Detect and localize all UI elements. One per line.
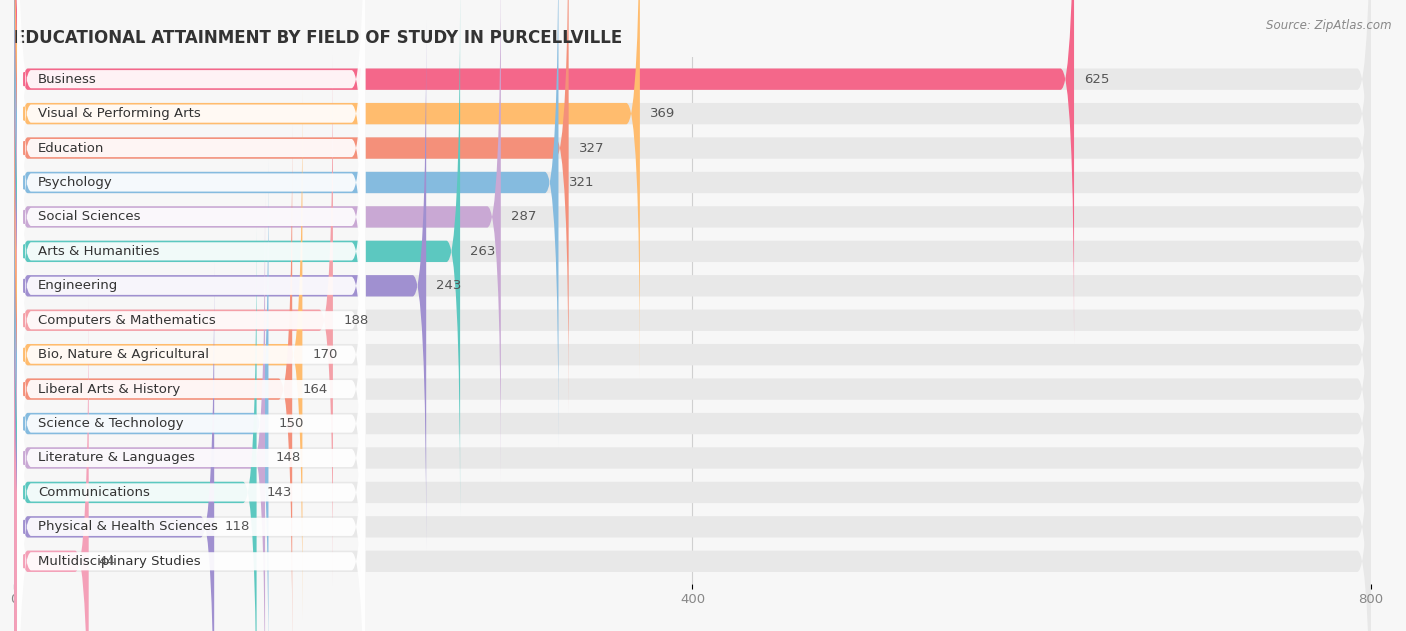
FancyBboxPatch shape <box>17 192 366 631</box>
FancyBboxPatch shape <box>14 297 89 631</box>
FancyBboxPatch shape <box>14 0 1371 516</box>
FancyBboxPatch shape <box>14 0 640 379</box>
Text: 263: 263 <box>470 245 496 258</box>
FancyBboxPatch shape <box>14 124 292 631</box>
Text: 150: 150 <box>278 417 304 430</box>
Text: Psychology: Psychology <box>38 176 112 189</box>
FancyBboxPatch shape <box>17 0 366 518</box>
FancyBboxPatch shape <box>17 0 366 449</box>
FancyBboxPatch shape <box>14 0 568 413</box>
Text: 327: 327 <box>579 141 605 155</box>
Text: 369: 369 <box>650 107 675 120</box>
FancyBboxPatch shape <box>17 226 366 631</box>
Text: EDUCATIONAL ATTAINMENT BY FIELD OF STUDY IN PURCELLVILLE: EDUCATIONAL ATTAINMENT BY FIELD OF STUDY… <box>14 29 623 47</box>
FancyBboxPatch shape <box>14 0 501 481</box>
Text: Liberal Arts & History: Liberal Arts & History <box>38 382 180 396</box>
Text: 170: 170 <box>312 348 337 361</box>
FancyBboxPatch shape <box>14 262 214 631</box>
FancyBboxPatch shape <box>14 90 1371 620</box>
FancyBboxPatch shape <box>17 157 366 631</box>
Text: 44: 44 <box>98 555 115 568</box>
Text: 164: 164 <box>302 382 328 396</box>
Text: Bio, Nature & Agricultural: Bio, Nature & Agricultural <box>38 348 209 361</box>
Text: Social Sciences: Social Sciences <box>38 210 141 223</box>
Text: Engineering: Engineering <box>38 280 118 292</box>
FancyBboxPatch shape <box>14 0 1371 344</box>
FancyBboxPatch shape <box>14 193 266 631</box>
Text: 287: 287 <box>510 210 536 223</box>
Text: Education: Education <box>38 141 104 155</box>
FancyBboxPatch shape <box>14 0 1371 481</box>
FancyBboxPatch shape <box>17 0 366 415</box>
FancyBboxPatch shape <box>14 124 1371 631</box>
FancyBboxPatch shape <box>17 261 366 631</box>
FancyBboxPatch shape <box>17 0 366 483</box>
Text: 243: 243 <box>436 280 461 292</box>
FancyBboxPatch shape <box>14 0 1371 413</box>
FancyBboxPatch shape <box>14 21 1371 551</box>
Text: Computers & Mathematics: Computers & Mathematics <box>38 314 215 327</box>
Text: 625: 625 <box>1084 73 1109 86</box>
Text: Literature & Languages: Literature & Languages <box>38 451 194 464</box>
Text: Arts & Humanities: Arts & Humanities <box>38 245 159 258</box>
Text: 118: 118 <box>225 521 250 533</box>
Text: Multidisciplinary Studies: Multidisciplinary Studies <box>38 555 201 568</box>
FancyBboxPatch shape <box>14 262 1371 631</box>
Text: Physical & Health Sciences: Physical & Health Sciences <box>38 521 218 533</box>
FancyBboxPatch shape <box>14 193 1371 631</box>
FancyBboxPatch shape <box>14 228 1371 631</box>
Text: Visual & Performing Arts: Visual & Performing Arts <box>38 107 201 120</box>
FancyBboxPatch shape <box>14 0 1371 379</box>
FancyBboxPatch shape <box>17 54 366 587</box>
FancyBboxPatch shape <box>14 56 1371 585</box>
Text: Source: ZipAtlas.com: Source: ZipAtlas.com <box>1267 19 1392 32</box>
Text: Communications: Communications <box>38 486 149 499</box>
Text: 188: 188 <box>343 314 368 327</box>
FancyBboxPatch shape <box>17 0 366 380</box>
Text: Science & Technology: Science & Technology <box>38 417 183 430</box>
FancyBboxPatch shape <box>17 88 366 621</box>
FancyBboxPatch shape <box>14 297 1371 631</box>
FancyBboxPatch shape <box>14 0 1074 344</box>
Text: 143: 143 <box>267 486 292 499</box>
FancyBboxPatch shape <box>14 228 256 631</box>
FancyBboxPatch shape <box>14 159 269 631</box>
FancyBboxPatch shape <box>14 0 558 447</box>
Text: 148: 148 <box>276 451 301 464</box>
FancyBboxPatch shape <box>14 90 302 620</box>
FancyBboxPatch shape <box>14 0 1371 447</box>
FancyBboxPatch shape <box>14 0 460 516</box>
FancyBboxPatch shape <box>17 20 366 552</box>
FancyBboxPatch shape <box>14 21 426 551</box>
FancyBboxPatch shape <box>17 122 366 631</box>
FancyBboxPatch shape <box>17 0 366 346</box>
FancyBboxPatch shape <box>17 295 366 631</box>
FancyBboxPatch shape <box>14 159 1371 631</box>
FancyBboxPatch shape <box>14 56 333 585</box>
Text: Business: Business <box>38 73 97 86</box>
Text: 321: 321 <box>568 176 595 189</box>
